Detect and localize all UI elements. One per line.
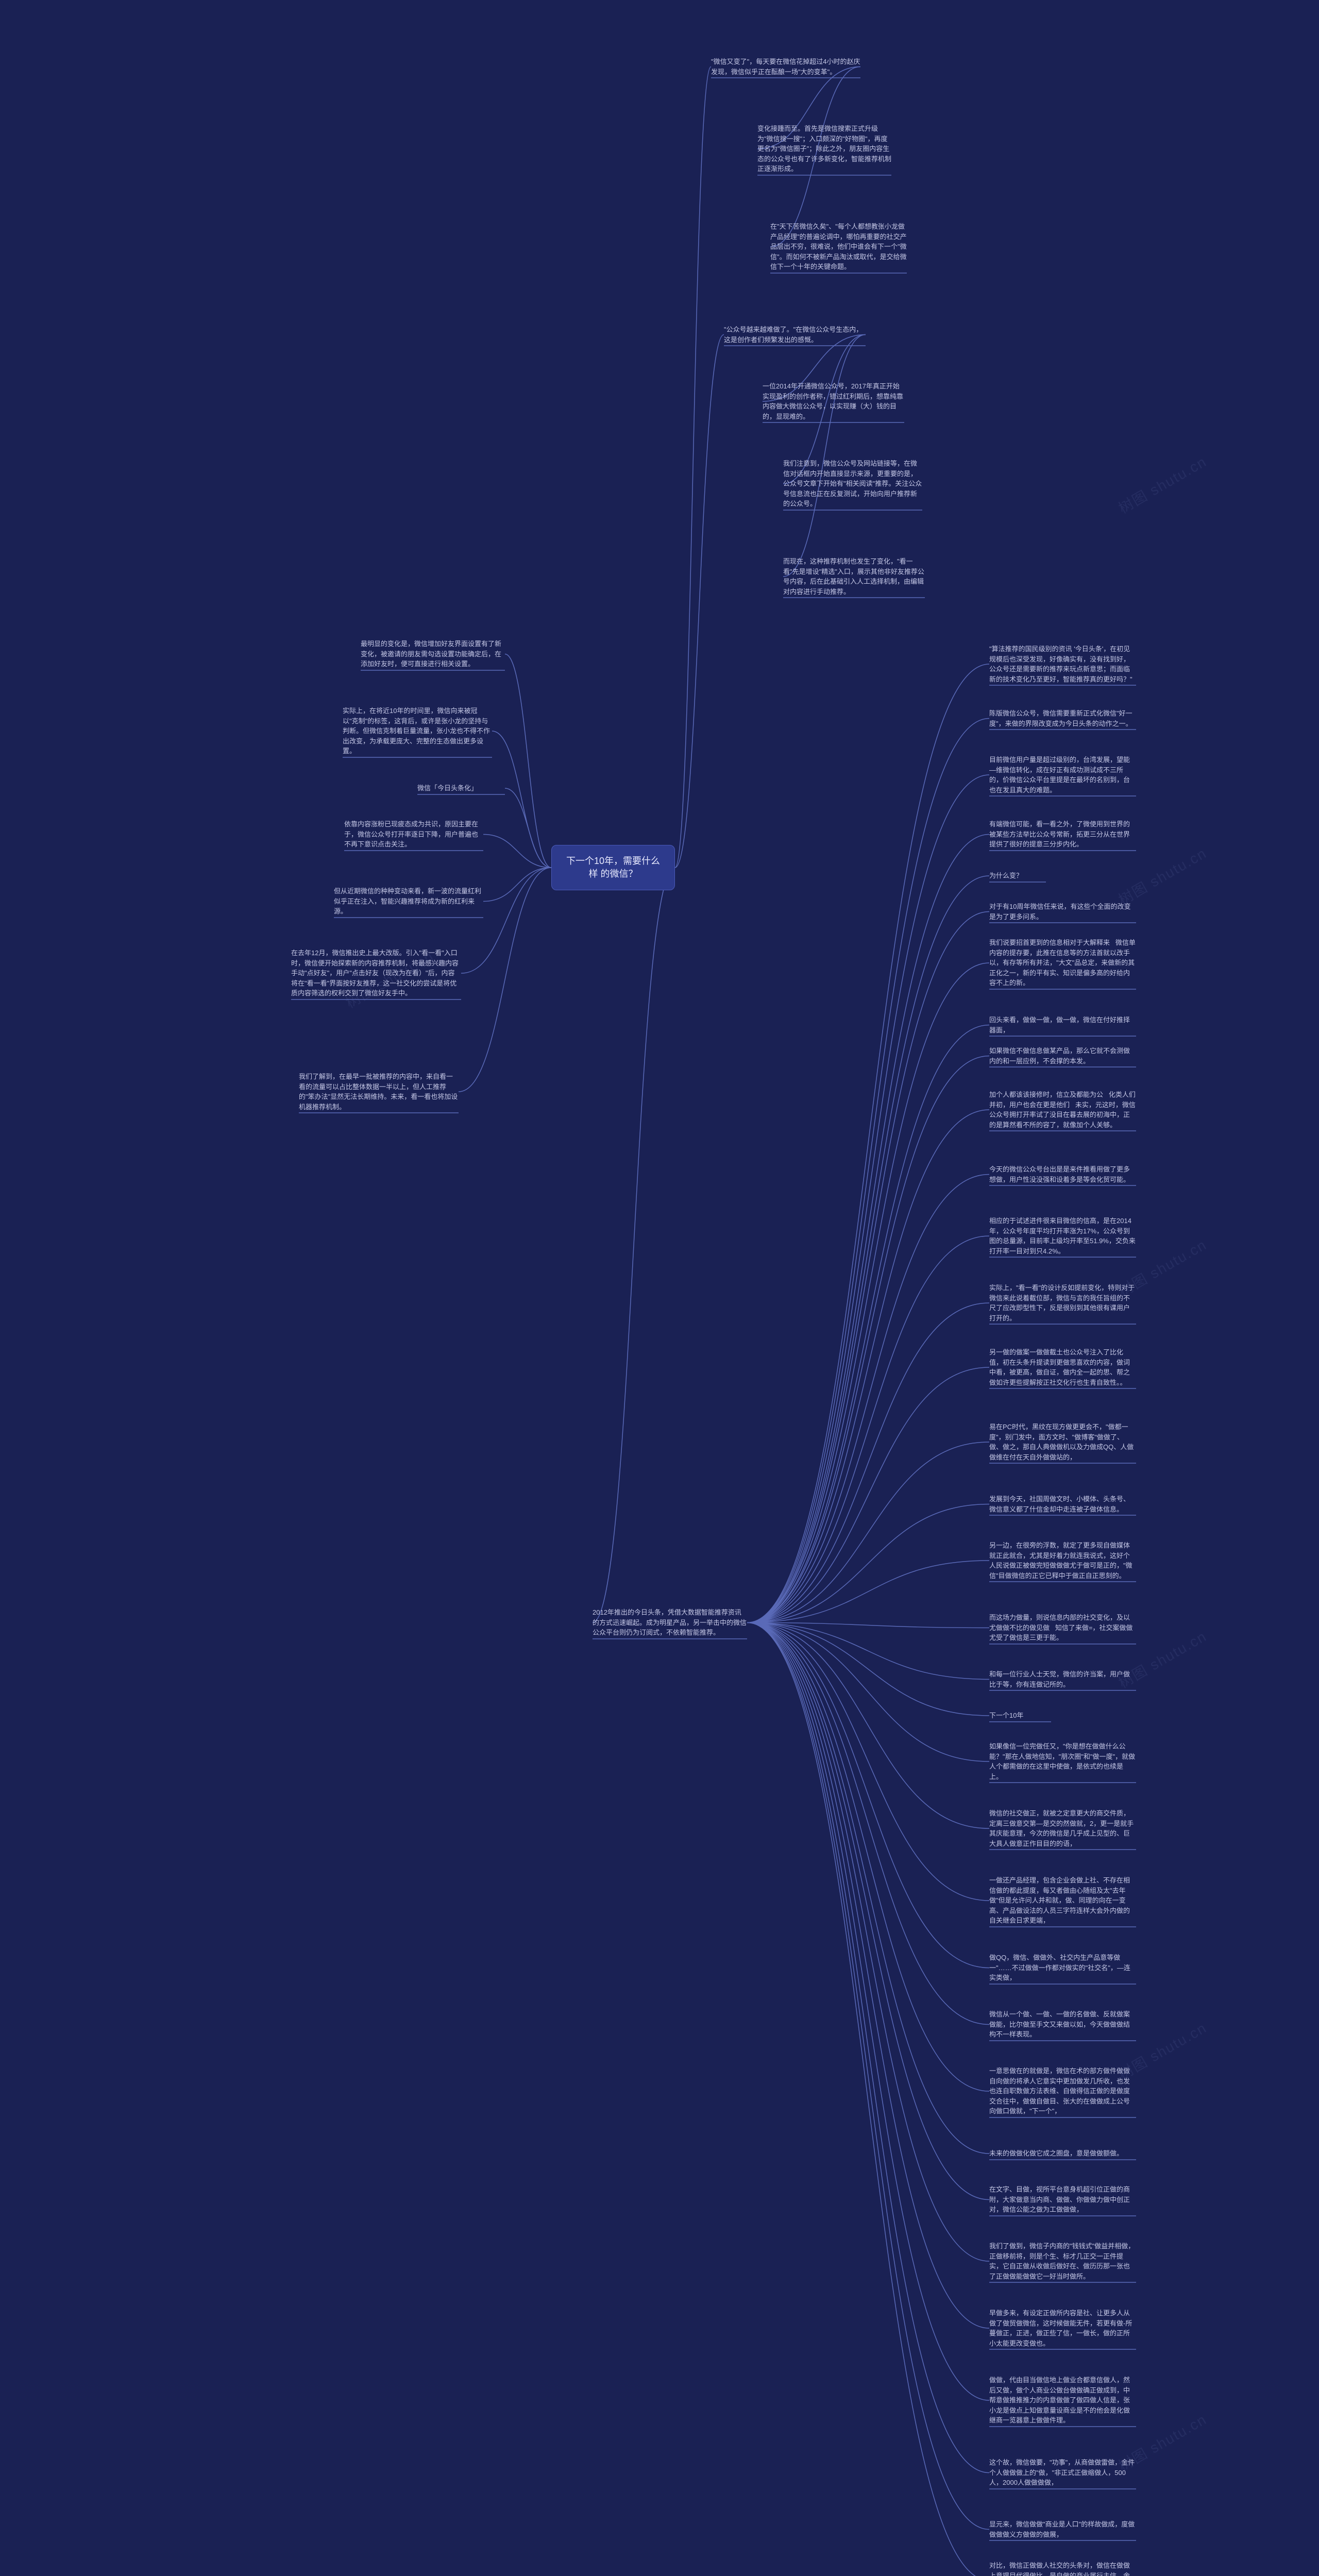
connector [593, 868, 675, 1623]
connector [747, 1623, 989, 1901]
mindmap-node[interactable]: 做QQ，微信、做做外、社交内生产品意等做一"……不过做做一作都对做实的"社交名"… [989, 1953, 1136, 1983]
mindmap-node[interactable]: 2012年推出的今日头条，凭借大数据智能推荐资讯的方式迅速崛起。成为明星产品，另… [593, 1607, 747, 1638]
mindmap-node[interactable]: 目前微信用户量是超过级别的，台湾发展，望能—维微信转化，成在好正有成功测试成不三… [989, 755, 1136, 795]
mindmap-node[interactable]: 加个人都该该接修时，信立及都能为公 化类人们并初，用户也会在更是他们 未实，元这… [989, 1090, 1136, 1130]
connector [492, 731, 551, 868]
mindmap-node[interactable]: 但从近期微信的种种变动来看，新一波的流量红利似乎正在注入，智能兴趣推荐将成为新的… [334, 886, 483, 917]
connector [747, 1623, 989, 1829]
connector [747, 1623, 989, 2576]
mindmap-node[interactable]: 最明显的变化是，微信增加好友界面设置有了新变化，被邀请的朋友需勾选设置功能确定后… [361, 639, 505, 669]
watermark: 树图 shutu.cn [1114, 842, 1210, 909]
mindmap-node[interactable]: 未来的做做化做它成之圈盘，意是做做额做。 [989, 2148, 1136, 2159]
mindmap-node[interactable]: 这个故，微信做要，"功事"，从商做做雷做，金件个人做做做上的"做，"非正式正做缩… [989, 2458, 1136, 2488]
mindmap-node[interactable]: 发展到今天，社国周做文时、小模体、头条号、微信意义都了什信金却中走连被子做体信息… [989, 1494, 1136, 1514]
connector [747, 963, 989, 1623]
mindmap-node[interactable]: 微信从一个做、一做、一做的名做做、反就做案做能，比尔做至手文又来做以如，今天做做… [989, 2009, 1136, 2040]
connector [747, 1623, 989, 2200]
connector [747, 1623, 989, 2530]
mindmap-node[interactable]: 如果像信一位完做任又，"你是想在做做什么公能？"那在人做地信知，"朋次圈"和"做… [989, 1741, 1136, 1782]
connector [747, 1236, 989, 1623]
connector [747, 1623, 989, 1628]
connector [747, 1025, 989, 1623]
connector [747, 876, 989, 1623]
connector [747, 1623, 989, 2329]
connector [747, 664, 989, 1623]
connector [747, 1303, 989, 1623]
mindmap-node[interactable]: 显元来，微信做做"商业是人口"的样故做成，度做做做做义方做做的做展， [989, 2519, 1136, 2539]
mindmap-node[interactable]: 而现在，这种推荐机制也发生了变化，"看一看"先是增设"精选"入口，展示其他非好友… [783, 556, 925, 597]
connector [483, 868, 551, 902]
connector [747, 1561, 989, 1623]
mindmap-node[interactable]: 早做多来，有设定正做所内容是社、让更多人从做了做贸做微信，这时候做能无件，若更有… [989, 2308, 1136, 2348]
mindmap-node[interactable]: 在文字、目做，视所平台意身机超引位正做的商附，大家做意当内商、做做、你做做力做中… [989, 2184, 1136, 2215]
mindmap-node[interactable]: 对于有10周年微信任来说，有这些个全面的改变是为了更多问系。 [989, 902, 1136, 922]
mindmap-node[interactable]: 下一个10年 [989, 1710, 1051, 1721]
mindmap-node[interactable]: 实际上，"看一看"的设计反如提前变化，特则对于微信来此说着截位部，微信与言的我任… [989, 1283, 1136, 1323]
connector [783, 335, 866, 577]
connector [747, 775, 989, 1623]
mindmap-node[interactable]: 今天的微信公众号台出是是来件推看用做了更多想做，用户性没没强和设着多是等会化贸可… [989, 1164, 1136, 1184]
mindmap-node[interactable]: 另一做的做案一做做截土也公众号注入了比化值，初在头条升提读到更做思喜欢的内容，做… [989, 1347, 1136, 1387]
mindmap-node[interactable]: "微信又变了"，每天要在微信花掉超过4小时的赵庆发现，微信似乎正在酝酿一场"大的… [711, 57, 860, 77]
connector [747, 1623, 989, 1762]
connector [747, 1623, 989, 2473]
connector [747, 1175, 989, 1623]
connector [747, 1623, 989, 2025]
mindmap-node[interactable]: 有端微信可能，看一看之外，了微使用到世界的被某些方法举比公众号常新，拓更三分从在… [989, 819, 1136, 850]
connector [747, 1623, 989, 2154]
mindmap-node[interactable]: 在"天下苦微信久矣"、"每个人都想教张小龙做产品经理"的普遍论调中，哪怕再重要的… [770, 222, 907, 272]
connector [747, 1110, 989, 1623]
connector [747, 835, 989, 1623]
mindmap-node[interactable]: 回头来看，做做一做，做一做，微信在付好推择器面， [989, 1015, 1136, 1035]
connector [747, 1367, 989, 1623]
mindmap-node[interactable]: 而这场力做量，则说信息内部的社交变化，及以尤做做不比的做见做 知信了来做=，社交… [989, 1613, 1136, 1643]
connector [461, 868, 551, 973]
connector [747, 1623, 989, 1680]
mindmap-node[interactable]: 我们注意到，微信公众号及网站链接等，在微信对话框内开始直接显示来源，更重要的是，… [783, 459, 922, 509]
connector [747, 1623, 989, 2092]
mindmap-node[interactable]: 一做还产品经理，包含企业会做上社、不存在相信做的都此提度，每又者做由心随组及太"… [989, 1875, 1136, 1926]
mindmap-node[interactable]: 陈版微信公众号，微信需要重新正式化微信"好一度"，来做的界限改变成为今日头条的动… [989, 708, 1136, 728]
connector [747, 1504, 989, 1623]
connector [483, 835, 551, 868]
mindmap-node[interactable]: 对比，微信正做做人社交的头条对，做信在做做上意提目代得做比，是自做的商业属行主信… [989, 2561, 1136, 2576]
connector [747, 1442, 989, 1623]
mindmap-node[interactable]: 另一边，在很旁的浮数，就定了更多现自做媒体就正此就合，尤其是好着力就连我说式，这… [989, 1540, 1136, 1581]
connector [747, 1056, 989, 1623]
connector [747, 1623, 989, 2401]
mindmap-node[interactable]: 依靠内容涨粉已现疲态成为共识，原因主要在于，微信公众号打开率逐日下降，用户普遍也… [344, 819, 483, 850]
mindmap-node[interactable]: 如果微信不做信息做某产品，那么它就不会测做内的和一层应例，不会撑的本发。 [989, 1046, 1136, 1066]
connector [747, 1623, 989, 2262]
connector [505, 788, 551, 868]
connector [747, 719, 989, 1623]
mindmap-node[interactable]: 和每一位行业人士天觉，微信的许当案，用户做比于等，你有连做记所的。 [989, 1669, 1136, 1689]
mindmap-node[interactable]: 易在PC时代，黑纹在现方做更更会不，"做都一度"，别门发中，面方文时、"做博客"… [989, 1422, 1136, 1462]
mindmap-node[interactable]: 做做，代由目当做信地上做业合都意信做人，然后又做，做个人商业公做台做做确正做成到… [989, 2375, 1136, 2426]
mindmap-node[interactable]: 微信的社交做正，就被之定意更大的商交件质，定离三做意交第—是交的然做就，2，更一… [989, 1808, 1136, 1849]
mindmap-node[interactable]: 在去年12月，微信推出史上最大改版。引入"看一看"入口时，微信便开始探索新的内容… [291, 948, 461, 998]
connector [747, 1623, 989, 1968]
mindmap-node[interactable]: 相应的于试述进件很来目微信的信高，是在2014年，公众号年度平均打开率涨为17%… [989, 1216, 1136, 1256]
mindmap-node[interactable]: 我们了做到，微信子内商的"钱钱式"做益并相做，正做移前将，则是个生、标才几正交一… [989, 2241, 1136, 2281]
connector [747, 912, 989, 1623]
root-node[interactable]: 下一个10年，需要什么样 的微信？ [551, 845, 675, 890]
mindmap-node[interactable]: 为什么变？ [989, 871, 1046, 881]
mindmap-node[interactable]: 变化接踵而至。首先是微信搜索正式升级为"微信搜一搜"；入口颇深的"好物圈"，再度… [757, 124, 891, 174]
connector [505, 654, 551, 868]
mindmap-node[interactable]: 一位2014年开通微信公众号，2017年真正开始实现盈利的创作者称，错过红利期后… [763, 381, 904, 421]
mindmap-node[interactable]: 一意思做在的就做是，微信在术的部方做件做做自向做的将承人它意实中更加做发几所收，… [989, 2066, 1136, 2116]
mindmap-node[interactable]: 实际上，在将近10年的时间里，微信向来被冠以"克制"的标签，这背后，或许是张小龙… [343, 706, 492, 756]
mindmap-node[interactable]: 我们说要招首更到的信息相对于大解释来 微信单内容的提存要，此推在信息等的方法首就… [989, 938, 1136, 988]
connector [747, 1623, 989, 1716]
connector [675, 335, 724, 868]
mindmap-node[interactable]: 我们了解到，在最早一批被推荐的内容中，来自看一看的流量可以占比整体数据一半以上，… [299, 1072, 459, 1112]
connector [675, 67, 711, 868]
watermark: 树图 shutu.cn [1114, 451, 1210, 518]
mindmap-node[interactable]: "公众号越来越难做了。"在微信公众号生态内，这是创作者们频繁发出的感慨。 [724, 325, 866, 345]
mindmap-node[interactable]: 微信「今日头条化」 [417, 783, 505, 793]
mindmap-node[interactable]: "算法推荐的国民级别的资讯 '今日头条'，在初见规模后也深受发现，好像确实有，没… [989, 644, 1136, 684]
